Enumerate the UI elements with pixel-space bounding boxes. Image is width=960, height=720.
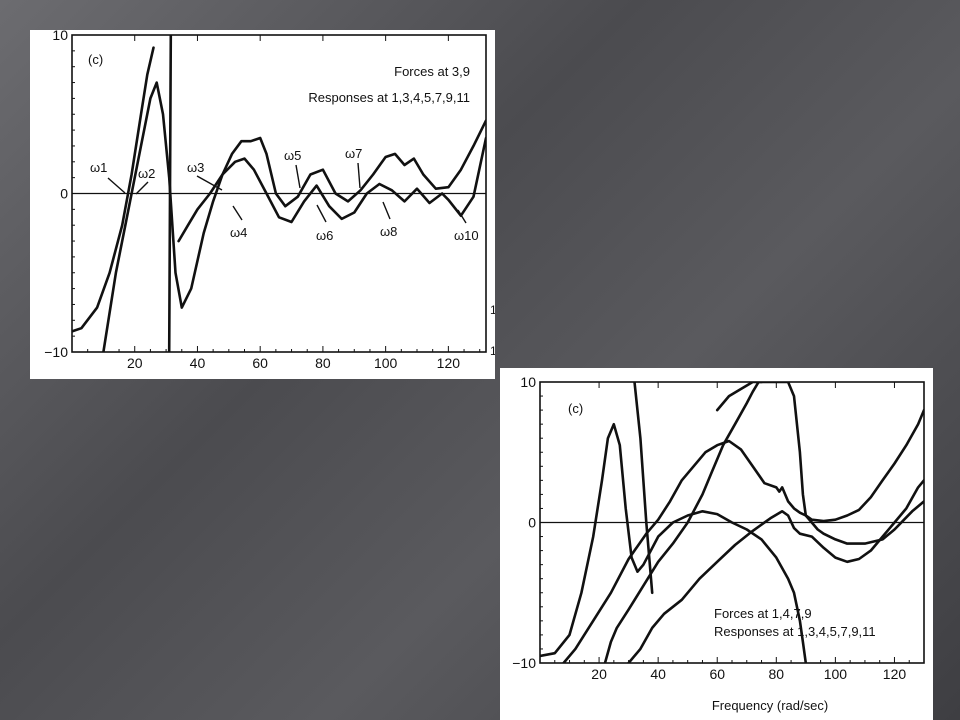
x-tick-label: 60 bbox=[252, 355, 268, 371]
annotation-forces: Forces at 3,9 bbox=[394, 64, 470, 79]
chart-bottom-svg: 20 40 60 80 100 120 −10 0 10 (c) Forces at 1,4,7… bbox=[512, 374, 925, 713]
series-line-4 bbox=[177, 136, 486, 243]
x-tick-label: 120 bbox=[437, 355, 461, 371]
series-line-1 bbox=[72, 46, 155, 333]
right-edge-mark-2: 1 bbox=[490, 344, 495, 358]
series-line-3 bbox=[633, 382, 654, 595]
x-tick-label: 80 bbox=[769, 666, 785, 682]
annotation-responses: Responses at 1,3,4,5,7,9,11 bbox=[714, 624, 876, 639]
omega-label-7: ω7 bbox=[345, 146, 362, 161]
y-tick-label: 0 bbox=[60, 186, 68, 202]
x-tick-label: 40 bbox=[190, 355, 206, 371]
right-edge-mark-1: 1 bbox=[490, 303, 495, 317]
chart-panel-bottom: 20 40 60 80 100 120 −10 0 10 (c) Forces at 1,4,7… bbox=[500, 368, 933, 720]
x-tick-label: 100 bbox=[374, 355, 398, 371]
series-line-1 bbox=[540, 422, 808, 663]
omega-label-8: ω8 bbox=[380, 224, 397, 239]
y-tick-label: −10 bbox=[44, 344, 68, 360]
omega-label-4: ω4 bbox=[230, 225, 247, 240]
x-tick-label: 60 bbox=[709, 666, 725, 682]
x-tick-label: 80 bbox=[315, 355, 331, 371]
arrow-omega-6 bbox=[316, 204, 327, 223]
arrow-omega-4 bbox=[232, 205, 243, 221]
chart-top-svg: 20 40 60 80 100 120 −10 0 10 (c) Forces at 3,9 R… bbox=[44, 30, 495, 371]
series-line-4 bbox=[562, 408, 924, 663]
omega-label-5: ω5 bbox=[284, 148, 301, 163]
series-line-6 bbox=[627, 479, 924, 663]
panel-label-c: (c) bbox=[88, 52, 103, 67]
omega-label-6: ω6 bbox=[316, 228, 333, 243]
y-tick-label: −10 bbox=[512, 655, 536, 671]
y-tick-label: 10 bbox=[52, 30, 68, 43]
y-tick-label: 0 bbox=[528, 515, 536, 531]
omega-label-10: ω10 bbox=[454, 228, 479, 243]
annotation-responses: Responses at 1,3,4,5,7,9,11 bbox=[308, 90, 470, 105]
omega-label-3: ω3 bbox=[187, 160, 204, 175]
y-tick-label: 10 bbox=[520, 374, 536, 390]
x-tick-label: 120 bbox=[883, 666, 907, 682]
x-tick-label: 40 bbox=[650, 666, 666, 682]
x-axis-label: Frequency (rad/sec) bbox=[712, 698, 828, 713]
x-tick-label: 20 bbox=[127, 355, 143, 371]
x-tick-label: 100 bbox=[824, 666, 848, 682]
annotation-forces: Forces at 1,4,7,9 bbox=[714, 606, 812, 621]
panel-label-c: (c) bbox=[568, 401, 583, 416]
chart-panel-top: 20 40 60 80 100 120 −10 0 10 (c) Forces at 3,9 R… bbox=[30, 30, 495, 379]
series-line-5 bbox=[715, 382, 924, 545]
omega-label-1: ω1 bbox=[90, 160, 107, 175]
series-line-2 bbox=[603, 382, 763, 663]
arrow-omega-2 bbox=[135, 181, 149, 195]
arrow-omega-8 bbox=[382, 201, 391, 220]
x-tick-label: 20 bbox=[591, 666, 607, 682]
arrow-omega-7 bbox=[357, 162, 361, 189]
arrow-omega-5 bbox=[295, 164, 301, 189]
series-line-3 bbox=[102, 81, 486, 352]
omega-label-2: ω2 bbox=[138, 166, 155, 181]
arrow-omega-1 bbox=[107, 177, 126, 194]
